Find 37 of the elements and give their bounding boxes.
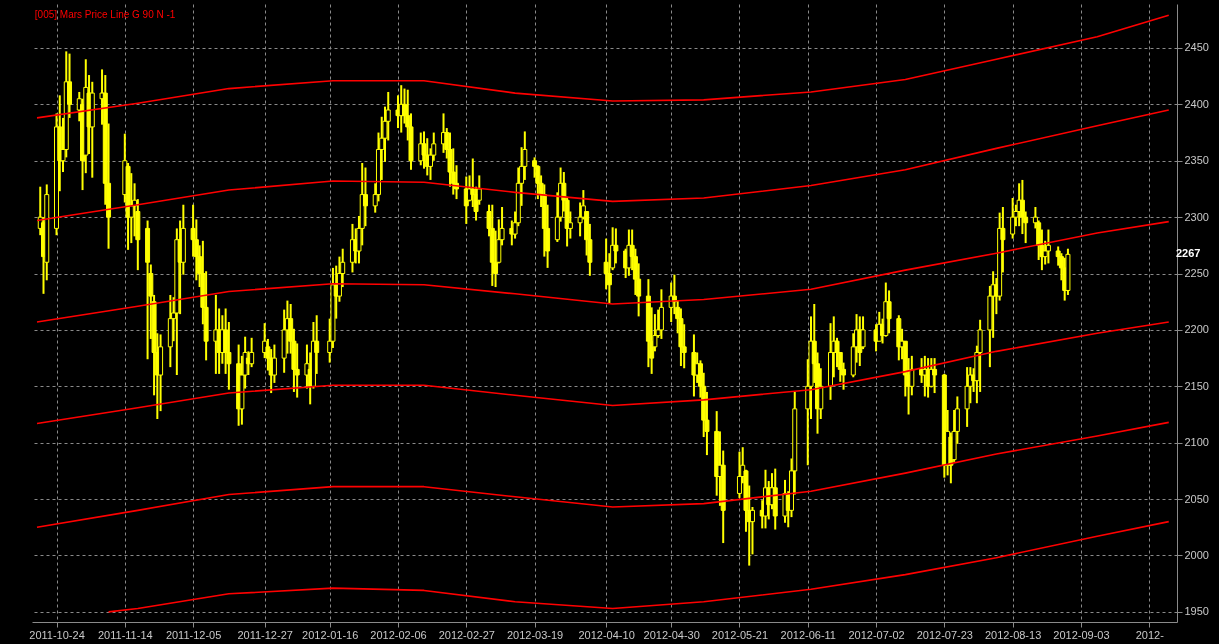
x-tick-label: 2012-04-30 <box>643 628 700 641</box>
y-tick-label: 2450 <box>1184 41 1209 54</box>
x-tick-label: 2012-06-11 <box>780 628 836 641</box>
x-tick-label: 2012-02-06 <box>370 628 427 641</box>
x-tick-label: 2011-12-27 <box>237 628 293 641</box>
y-tick-label: 2250 <box>1184 267 1209 280</box>
x-tick-label: 2012-08-13 <box>985 628 1042 641</box>
x-tick-label: 2012-07-23 <box>916 628 973 641</box>
y-tick-label: 2100 <box>1184 436 1209 449</box>
y-tick-label: 2400 <box>1184 97 1209 110</box>
x-tick-label: 2012-04-10 <box>578 628 635 641</box>
x-tick-label: 2012-02-27 <box>438 628 495 641</box>
text: 2267 <box>1176 247 1201 260</box>
x-tick-label: 2012-07-02 <box>848 628 905 641</box>
line-series <box>36 321 1170 425</box>
x-tick-label: 2011-10-24 <box>29 628 85 641</box>
x-tick-label: 2011-11-14 <box>97 628 153 641</box>
y-tick-label: 2350 <box>1184 154 1209 167</box>
y-tick-label: 2050 <box>1184 492 1209 505</box>
line-series <box>36 220 1170 323</box>
x-tick-label: 2011-12-05 <box>165 628 222 641</box>
y-tick-label: 2150 <box>1184 379 1209 392</box>
line-series <box>36 421 1170 529</box>
x-tick-label: 2012-03-19 <box>506 628 564 641</box>
y-tick-label: 2200 <box>1184 323 1209 336</box>
x-tick-label: 2012-01-16 <box>302 628 359 641</box>
chart-title: [005] Mars Price Line G 90 N -1 <box>34 9 176 20</box>
candlestick <box>964 366 970 428</box>
x-tick-label: 2012-05-21 <box>711 628 769 641</box>
y-tick-label: 2300 <box>1184 210 1209 223</box>
y-tick-label: 1950 <box>1184 605 1209 618</box>
candlestick <box>1010 196 1016 240</box>
x-tick-label: 2012- <box>1135 628 1165 641</box>
x-tick-label: 2012-09-03 <box>1053 628 1110 641</box>
candlestick <box>932 357 938 395</box>
y-tick-label: 2000 <box>1184 548 1209 561</box>
line-series <box>107 520 1170 613</box>
